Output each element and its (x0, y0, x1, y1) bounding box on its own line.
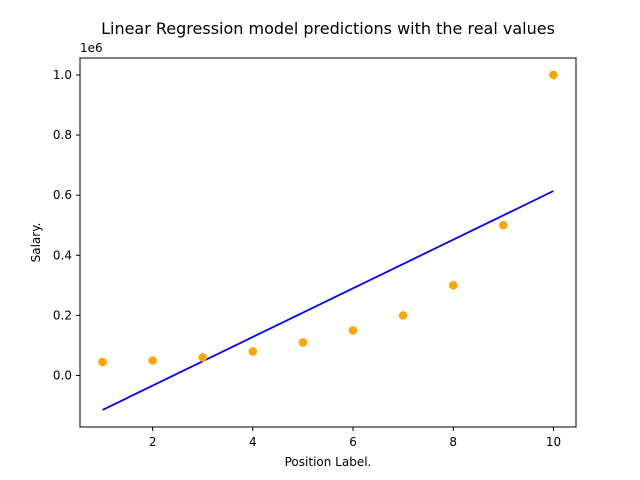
y-tick-label: 0.2 (53, 308, 72, 322)
data-point (348, 326, 358, 335)
chart-title: Linear Regression model predictions with… (101, 19, 555, 38)
data-point (448, 281, 458, 290)
x-axis-label: Position Label. (285, 455, 372, 469)
x-tick-label: 6 (349, 435, 357, 449)
plot-frame (79, 57, 577, 428)
data-point (98, 357, 107, 367)
data-point (549, 70, 558, 80)
x-tick-label: 2 (149, 435, 157, 449)
x-tick-label: 8 (449, 435, 457, 449)
data-point (499, 220, 508, 230)
regression-line (102, 190, 554, 411)
data-point (198, 353, 208, 362)
plot-area (98, 70, 558, 411)
y-axis-label: Salary. (29, 223, 43, 263)
y-axis: 0.0 0.2 0.4 0.6 0.8 1.0 (53, 68, 80, 383)
data-point (398, 311, 408, 320)
y-axis-offset-label: 1e6 (80, 41, 103, 55)
y-tick-label: 0.0 (53, 369, 72, 383)
y-tick-label: 1.0 (53, 68, 72, 82)
data-point (298, 338, 308, 347)
x-tick-label: 10 (546, 435, 561, 449)
x-tick-label: 4 (249, 435, 257, 449)
y-tick-label: 0.6 (53, 188, 72, 202)
data-point (248, 347, 258, 356)
data-point (148, 356, 157, 365)
y-tick-label: 0.4 (53, 248, 72, 262)
x-axis: 2 4 6 8 10 (149, 427, 561, 449)
y-tick-label: 0.8 (53, 128, 72, 142)
